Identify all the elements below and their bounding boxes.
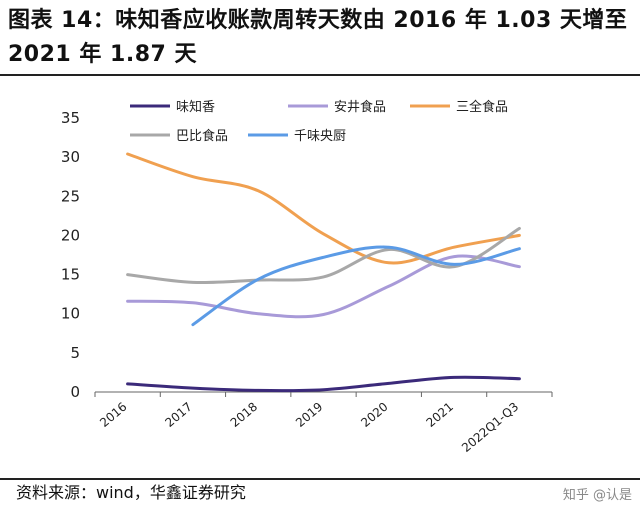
legend-label-4: 巴比食品 [176,128,228,144]
legend-label-2: 安井食品 [334,99,386,115]
x-tick-label: 2019 [293,400,325,430]
series-line-1 [126,375,521,393]
y-tick-label: 30 [61,148,80,166]
series-line-4 [126,226,521,285]
x-tick-label: 2022Q1-Q3 [459,400,521,455]
x-tick-label: 2016 [97,400,129,430]
source-divider [0,478,640,480]
legend-label-5: 千味央厨 [294,129,346,144]
y-tick-label: 25 [61,187,80,205]
source-note: 资料来源：wind，华鑫证券研究 [16,483,246,502]
title-divider [0,74,640,76]
y-tick-label: 20 [61,226,80,244]
y-tick-label: 5 [70,344,80,362]
x-tick-label: 2020 [358,400,390,430]
x-tick-label: 2021 [424,400,456,430]
watermark: 知乎 @认是 [562,488,632,503]
series-line-2 [126,254,521,319]
y-tick-label: 15 [61,266,80,284]
series-line-5 [191,245,521,327]
x-tick-label: 2018 [228,400,260,430]
y-tick-label: 10 [61,305,80,323]
line-chart: 0 5 10 15 20 25 30 35 2016 2017 2018 2019 2020 2021 20… [61,99,553,455]
legend-label-1: 味知香 [176,99,215,115]
series-line-3 [126,152,521,265]
y-tick-label: 35 [61,109,80,127]
legend-label-3: 三全食品 [456,99,508,115]
x-tick-label: 2017 [162,400,194,430]
y-tick-label: 0 [70,383,80,401]
chart-title: 图表 14：味知香应收账款周转天数由 2016 年 1.03 天增至 2021 … [8,8,628,67]
